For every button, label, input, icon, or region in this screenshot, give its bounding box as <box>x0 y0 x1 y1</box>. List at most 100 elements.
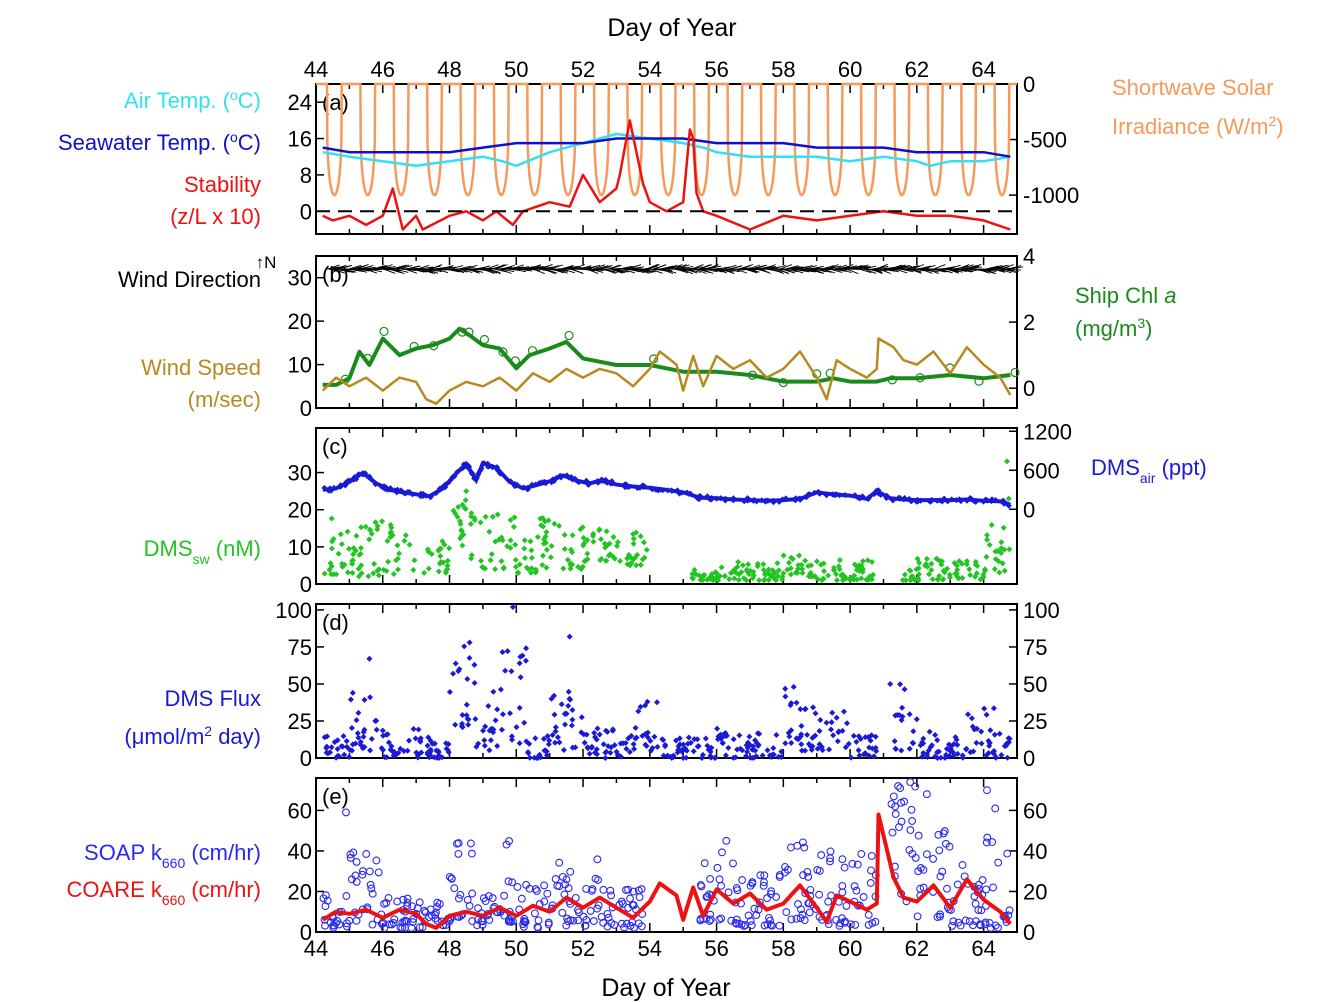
dms-flux-point <box>513 724 520 731</box>
wind-direction-arrow <box>722 268 735 275</box>
dms-flux-point <box>934 737 941 744</box>
soap-k660-point <box>919 865 928 874</box>
dms-flux-point <box>552 739 559 746</box>
dms-sw-point <box>860 558 866 565</box>
soap-k660-point <box>994 858 1003 867</box>
left-label-text: Wind Direction <box>118 267 261 292</box>
dms-flux-point <box>554 734 561 741</box>
dms-sw-point <box>507 545 514 551</box>
wind-direction-arrow <box>677 264 690 270</box>
wind-direction-arrow <box>430 264 443 270</box>
dms-sw-point <box>643 546 650 553</box>
dms-flux-point <box>782 740 789 747</box>
dms-sw-point <box>561 531 568 538</box>
wind-direction-arrow <box>499 268 512 274</box>
wind-direction-arrow <box>470 268 484 273</box>
soap-k660-point <box>532 887 541 896</box>
wind-direction-arrow <box>701 268 714 274</box>
wind-direction-arrow <box>407 265 421 270</box>
bottom-x-tick-label: 60 <box>838 936 862 961</box>
soap-k660-point <box>420 906 429 915</box>
soap-k660-point <box>607 919 616 928</box>
panel-frame <box>315 83 1018 235</box>
dms-sw-point <box>726 576 733 583</box>
wind-direction-arrow <box>810 265 824 270</box>
dms-sw-point <box>749 575 756 581</box>
y-tick-label: 0 <box>300 746 312 771</box>
dms-flux-point <box>753 753 760 760</box>
dms-flux-point <box>814 745 821 752</box>
dms-sw-point <box>947 574 953 581</box>
dms-sw-point <box>401 537 408 544</box>
dms-flux-point <box>928 742 935 749</box>
wind-direction-arrow <box>488 268 501 275</box>
soap-k660-point <box>851 920 860 929</box>
right-label: Ship Chl a <box>1075 283 1177 308</box>
dms-flux-point <box>730 754 737 761</box>
dms-flux-point <box>687 739 694 746</box>
wind-direction-arrow <box>960 268 974 272</box>
wind-direction-arrow <box>392 268 405 275</box>
wind-direction-arrow <box>555 268 568 274</box>
y-tick-label: 20 <box>288 879 312 904</box>
dms-sw-point <box>713 570 720 577</box>
dms-air-point <box>927 498 934 505</box>
dms-flux-point <box>891 738 898 745</box>
y-tick-label: 24 <box>288 90 312 115</box>
soap-k660-point <box>853 860 862 869</box>
dms-sw-point <box>988 522 995 528</box>
right-label-text: Ship Chl <box>1075 283 1164 308</box>
soap-k660-point <box>826 857 834 866</box>
panel-frame <box>315 777 1018 933</box>
dms-flux-point <box>992 754 999 761</box>
dms-flux-point <box>644 729 651 736</box>
soap-k660-point <box>706 910 715 919</box>
left-label-text: DMS <box>144 536 193 561</box>
wind-direction-arrow <box>948 264 961 270</box>
dms-sw-point <box>371 560 378 567</box>
soap-k660-point <box>401 916 410 925</box>
dms-flux-point <box>532 735 539 742</box>
dms-air-point <box>436 485 443 492</box>
dms-flux-point <box>991 731 998 738</box>
dms-flux-point <box>990 705 997 712</box>
dms-sw-point <box>424 546 431 553</box>
chl-point <box>564 330 574 341</box>
dms-air-point <box>433 490 439 497</box>
dms-flux-point <box>602 755 609 761</box>
dms-sw-point <box>515 569 522 576</box>
soap-k660-point <box>352 857 361 866</box>
wind-direction-arrow <box>399 264 413 270</box>
soap-k660-point <box>372 856 381 865</box>
dms-sw-point <box>870 571 876 578</box>
wind-direction-arrow <box>989 264 1003 270</box>
soap-k660-point <box>752 911 761 920</box>
chl-point <box>778 378 788 388</box>
dms-flux-point <box>605 743 612 750</box>
dms-sw-point <box>547 554 554 561</box>
dms-flux-point <box>920 740 927 747</box>
dms-flux-point <box>516 704 523 711</box>
right-y-tick-label: 0 <box>1023 746 1035 771</box>
soap-k660-point <box>342 892 351 900</box>
wind-direction-arrow <box>685 268 698 274</box>
wind-direction-arrow <box>920 268 933 274</box>
soap-k660-point <box>398 923 407 932</box>
wind-direction-arrow <box>416 264 430 270</box>
dms-sw-point <box>640 539 647 546</box>
dms-flux-point <box>870 753 877 760</box>
dms-sw-point <box>590 538 597 545</box>
right-label-italic: a <box>1164 283 1176 308</box>
right-label: (mg/m3) <box>1075 315 1152 341</box>
dms-sw-point <box>959 575 966 581</box>
solar-irradiance-line <box>316 82 1017 197</box>
wind-direction-arrow <box>878 268 891 274</box>
dms-sw-point <box>500 564 507 571</box>
wind-direction-arrow <box>451 268 465 274</box>
dms-flux-point <box>647 737 654 744</box>
wind-direction-arrow <box>546 265 560 270</box>
wind-direction-arrow <box>423 268 436 275</box>
dms-sw-point <box>522 555 528 561</box>
dms-air-point <box>536 480 543 487</box>
dms-sw-point <box>935 576 941 582</box>
